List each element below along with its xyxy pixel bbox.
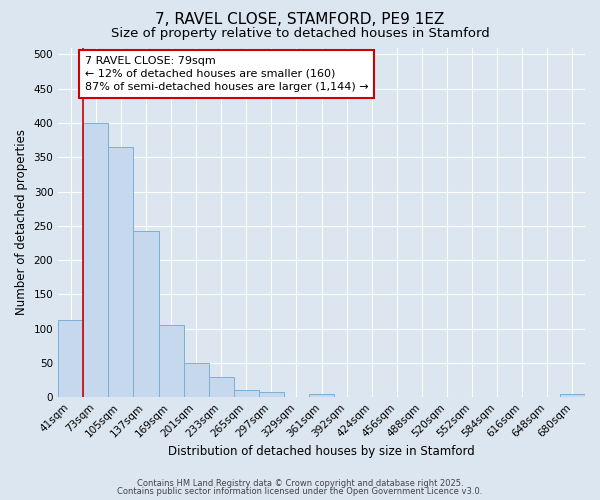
Bar xyxy=(133,230,158,397)
Text: 7, RAVEL CLOSE, STAMFORD, PE9 1EZ: 7, RAVEL CLOSE, STAMFORD, PE9 1EZ xyxy=(155,12,445,28)
Text: Contains HM Land Registry data © Crown copyright and database right 2025.: Contains HM Land Registry data © Crown c… xyxy=(137,478,463,488)
Bar xyxy=(560,394,585,397)
Text: 7 RAVEL CLOSE: 79sqm
← 12% of detached houses are smaller (160)
87% of semi-deta: 7 RAVEL CLOSE: 79sqm ← 12% of detached h… xyxy=(85,56,368,92)
X-axis label: Distribution of detached houses by size in Stamford: Distribution of detached houses by size … xyxy=(168,444,475,458)
Text: Size of property relative to detached houses in Stamford: Size of property relative to detached ho… xyxy=(110,28,490,40)
Y-axis label: Number of detached properties: Number of detached properties xyxy=(15,130,28,316)
Bar xyxy=(259,392,284,397)
Bar xyxy=(58,320,83,397)
Bar xyxy=(184,363,209,397)
Bar xyxy=(209,376,234,397)
Text: Contains public sector information licensed under the Open Government Licence v3: Contains public sector information licen… xyxy=(118,487,482,496)
Bar xyxy=(234,390,259,397)
Bar xyxy=(83,123,109,397)
Bar xyxy=(309,394,334,397)
Bar xyxy=(158,325,184,397)
Bar xyxy=(109,147,133,397)
